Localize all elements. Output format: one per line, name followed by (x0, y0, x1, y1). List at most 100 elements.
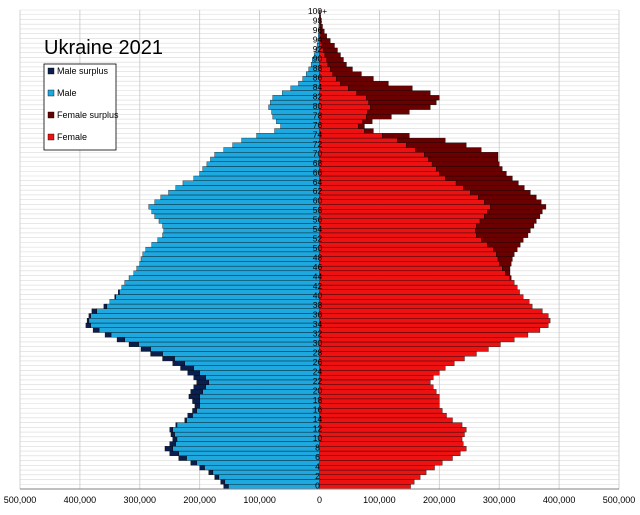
legend-label: Male (57, 88, 77, 98)
bar-female (319, 251, 497, 257)
bar-male (199, 403, 320, 409)
bar-female (319, 384, 434, 390)
bar-male (90, 322, 320, 328)
bar-female (319, 284, 518, 290)
bar-female (319, 232, 477, 238)
age-label: 88 (313, 63, 323, 73)
bar-female (319, 109, 368, 115)
age-label: 24 (313, 366, 323, 376)
bar-male (109, 299, 320, 305)
bar-female (319, 403, 440, 409)
legend-swatch (47, 67, 55, 75)
bar-female (319, 90, 357, 96)
bar-male-surplus (190, 389, 203, 395)
bar-female (319, 299, 530, 305)
bar-female-surplus (366, 95, 440, 101)
bar-male (151, 209, 320, 215)
bar-male (124, 337, 320, 343)
bar-female-surplus (431, 161, 500, 167)
bar-female (319, 294, 524, 300)
bar-male (168, 190, 320, 196)
bar-male (202, 166, 320, 172)
bar-female (319, 204, 491, 210)
bar-male (204, 465, 320, 471)
x-tick-label: 200,000 (183, 495, 216, 505)
x-tick-label: 500,000 (4, 495, 37, 505)
age-label: 84 (313, 82, 323, 92)
bar-female-surplus (455, 180, 519, 186)
bar-male (138, 341, 320, 347)
bar-female-surplus (436, 166, 503, 172)
bar-male-surplus (88, 313, 91, 319)
age-label: 80 (313, 101, 323, 111)
x-tick-label: 400,000 (64, 495, 97, 505)
age-label: 94 (313, 34, 323, 44)
bar-female-surplus (321, 38, 331, 44)
bar-male (115, 294, 320, 300)
age-label: 44 (313, 272, 323, 282)
bar-female (319, 85, 349, 91)
bar-male (157, 237, 320, 243)
bar-female-surplus (490, 204, 547, 210)
age-label: 22 (313, 376, 323, 386)
age-label: 6 (315, 452, 320, 462)
bar-male-surplus (192, 398, 200, 404)
bar-female (319, 190, 471, 196)
bar-male-surplus (187, 370, 200, 376)
bar-female (319, 114, 367, 120)
bar-female (319, 118, 363, 124)
bar-female-surplus (370, 104, 431, 110)
bar-female (319, 156, 429, 162)
age-label: 68 (313, 158, 323, 168)
bar-female (319, 137, 398, 143)
bar-female (319, 308, 543, 314)
bar-male (172, 446, 320, 452)
age-label: 46 (313, 262, 323, 272)
bar-male (163, 227, 320, 234)
bar-female-surplus (499, 261, 512, 267)
bar-female (319, 365, 446, 371)
age-label: 16 (313, 404, 323, 414)
bar-male (175, 185, 320, 191)
bar-female-surplus (327, 61, 347, 68)
bar-male (196, 460, 320, 466)
bar-female (319, 95, 367, 101)
bar-male (212, 469, 320, 475)
bar-female (319, 227, 476, 234)
bar-female (319, 446, 467, 452)
x-tick-label: 300,000 (124, 495, 157, 505)
bar-male-surplus (193, 384, 206, 390)
bar-male (162, 351, 320, 357)
bar-male (136, 265, 320, 272)
bar-female-surplus (439, 171, 507, 177)
bar-male-surplus (223, 484, 229, 490)
bar-female (319, 166, 437, 172)
age-label: 76 (313, 120, 323, 130)
bar-male-surplus (180, 365, 194, 371)
bar-male (154, 213, 320, 219)
bar-female (319, 237, 482, 243)
bar-female (319, 389, 437, 395)
bar-female (319, 465, 435, 471)
bar-male (228, 484, 320, 490)
bar-female (319, 370, 440, 376)
bar-female (319, 455, 453, 461)
bar-female (319, 180, 457, 186)
bar-female-surplus (505, 270, 511, 276)
bar-male (128, 275, 320, 281)
age-label: 74 (313, 129, 323, 139)
bar-female (319, 161, 433, 167)
bar-female-surplus (322, 47, 338, 53)
age-label: 58 (313, 205, 323, 215)
bar-male (119, 289, 320, 295)
bar-male-surplus (103, 303, 108, 309)
bar-male (148, 204, 320, 210)
age-label: 38 (313, 300, 323, 310)
bar-male-surplus (187, 412, 193, 419)
bar-female (319, 185, 464, 191)
bar-male (199, 370, 320, 376)
x-tick-label: 500,000 (603, 495, 636, 505)
bar-male (106, 303, 320, 309)
bar-male-surplus (192, 408, 197, 414)
bar-female (319, 223, 477, 229)
